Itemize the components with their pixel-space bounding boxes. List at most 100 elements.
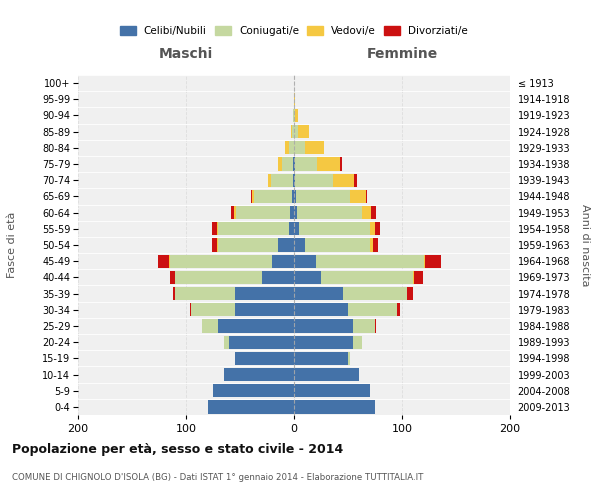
Bar xyxy=(262,270,294,284)
Bar xyxy=(294,368,359,381)
Bar xyxy=(212,222,217,235)
Text: Fasce di età: Fasce di età xyxy=(7,212,17,278)
Bar xyxy=(370,222,375,235)
Legend: Celibi/Nubili, Coniugati/e, Vedovi/e, Divorziati/e: Celibi/Nubili, Coniugati/e, Vedovi/e, Di… xyxy=(120,26,468,36)
Bar xyxy=(414,270,422,284)
Bar xyxy=(407,287,413,300)
Bar xyxy=(321,270,413,284)
Bar xyxy=(235,352,294,365)
Bar xyxy=(278,158,282,170)
Bar xyxy=(208,400,294,413)
Bar xyxy=(294,287,343,300)
Bar xyxy=(350,190,367,203)
Bar xyxy=(294,109,295,122)
Bar xyxy=(175,270,262,284)
Bar xyxy=(294,320,353,332)
Bar xyxy=(333,174,355,187)
Bar xyxy=(348,352,350,365)
Bar xyxy=(305,238,370,252)
Bar xyxy=(413,270,414,284)
Bar xyxy=(212,238,217,252)
Bar xyxy=(355,174,356,187)
Bar xyxy=(272,254,294,268)
Bar xyxy=(218,222,289,235)
Bar xyxy=(294,400,375,413)
Bar xyxy=(292,125,294,138)
Text: Femmine: Femmine xyxy=(367,48,437,62)
Bar xyxy=(375,222,380,235)
Bar xyxy=(375,320,376,332)
Bar xyxy=(236,206,290,220)
Bar xyxy=(348,303,397,316)
Bar xyxy=(294,158,295,170)
Bar xyxy=(213,384,294,398)
Bar xyxy=(217,222,218,235)
Bar xyxy=(290,206,294,220)
Bar xyxy=(169,254,170,268)
Bar xyxy=(317,158,340,170)
Text: Popolazione per età, sesso e stato civile - 2014: Popolazione per età, sesso e stato civil… xyxy=(12,442,343,456)
Bar xyxy=(294,270,321,284)
Bar xyxy=(373,238,378,252)
Bar xyxy=(170,254,272,268)
Bar xyxy=(299,222,370,235)
Bar xyxy=(340,158,341,170)
Bar xyxy=(268,174,271,187)
Bar xyxy=(224,368,294,381)
Bar xyxy=(370,238,373,252)
Bar xyxy=(217,238,218,252)
Text: Maschi: Maschi xyxy=(159,48,213,62)
Bar xyxy=(425,254,441,268)
Bar xyxy=(252,190,254,203)
Bar xyxy=(294,352,348,365)
Bar xyxy=(278,238,294,252)
Bar xyxy=(294,174,295,187)
Bar xyxy=(295,109,298,122)
Bar xyxy=(289,222,294,235)
Bar xyxy=(296,190,350,203)
Bar xyxy=(295,158,317,170)
Bar xyxy=(293,109,294,122)
Bar xyxy=(289,141,294,154)
Bar xyxy=(294,141,305,154)
Bar xyxy=(235,303,294,316)
Bar xyxy=(294,303,348,316)
Bar xyxy=(292,190,294,203)
Text: COMUNE DI CHIGNOLO D'ISOLA (BG) - Dati ISTAT 1° gennaio 2014 - Elaborazione TUTT: COMUNE DI CHIGNOLO D'ISOLA (BG) - Dati I… xyxy=(12,472,424,482)
Bar xyxy=(397,303,400,316)
Bar xyxy=(294,238,305,252)
Bar xyxy=(362,206,371,220)
Bar xyxy=(294,336,353,349)
Bar xyxy=(235,287,294,300)
Bar xyxy=(233,206,236,220)
Bar xyxy=(353,320,375,332)
Bar xyxy=(294,92,295,106)
Bar xyxy=(286,141,289,154)
Bar xyxy=(294,222,299,235)
Bar xyxy=(297,206,362,220)
Bar xyxy=(175,287,235,300)
Bar xyxy=(294,384,370,398)
Bar xyxy=(251,190,252,203)
Bar xyxy=(271,174,293,187)
Bar xyxy=(353,336,362,349)
Bar xyxy=(293,158,294,170)
Bar xyxy=(293,174,294,187)
Bar xyxy=(291,125,292,138)
Bar xyxy=(191,303,235,316)
Bar xyxy=(229,336,294,349)
Bar xyxy=(202,320,218,332)
Bar xyxy=(224,336,229,349)
Bar xyxy=(218,238,278,252)
Bar xyxy=(170,270,175,284)
Bar xyxy=(316,254,424,268)
Bar xyxy=(298,125,309,138)
Bar xyxy=(173,287,175,300)
Bar xyxy=(218,320,294,332)
Bar xyxy=(190,303,191,316)
Bar xyxy=(294,190,296,203)
Bar xyxy=(232,206,233,220)
Bar xyxy=(294,254,316,268)
Bar xyxy=(295,174,333,187)
Bar xyxy=(424,254,425,268)
